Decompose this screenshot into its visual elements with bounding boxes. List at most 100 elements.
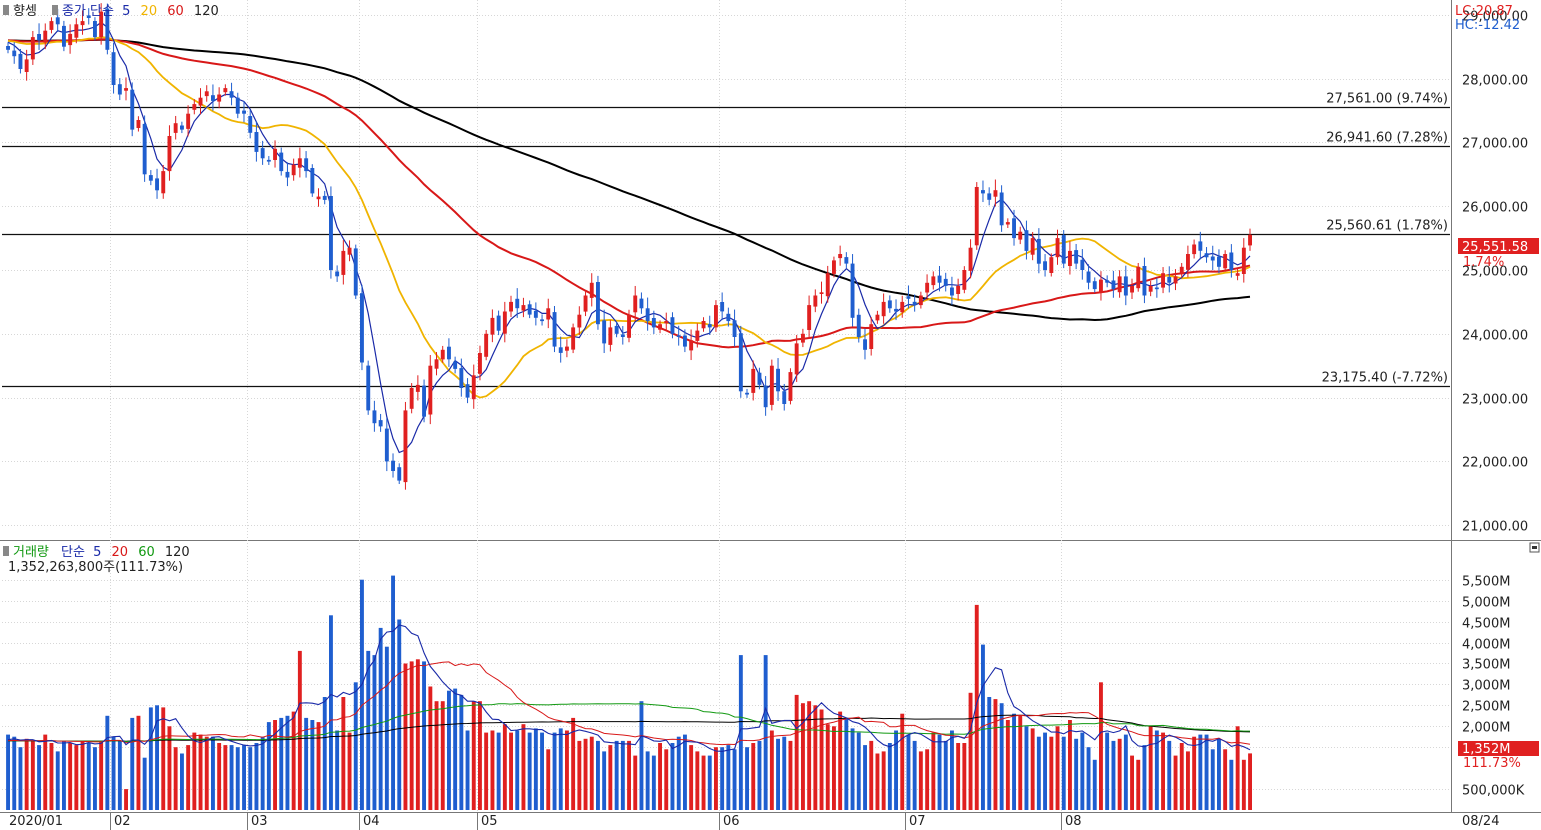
price-ma-120-line <box>7 38 1251 322</box>
volume-bar <box>502 724 507 810</box>
volume-bar <box>173 747 178 810</box>
volume-bar <box>1167 740 1172 810</box>
price-legend-marker-2 <box>52 5 58 15</box>
candle-body <box>720 302 725 312</box>
volume-tick-label: 3,500M <box>1462 658 1510 673</box>
candle-body <box>1136 266 1141 289</box>
volume-bar <box>161 707 166 810</box>
candle-body <box>533 310 538 318</box>
volume-bar <box>658 743 662 810</box>
candle-body <box>1235 273 1240 276</box>
volume-bar <box>1061 736 1066 810</box>
volume-bar <box>651 755 656 810</box>
volume-bar <box>900 713 905 810</box>
candle-body <box>1123 276 1128 296</box>
candle-body <box>887 300 892 309</box>
candle-body <box>99 11 104 38</box>
volume-bar <box>1092 759 1097 810</box>
volume-bar <box>645 751 650 810</box>
candle-body <box>701 321 706 329</box>
candle-body <box>571 327 576 350</box>
volume-bar <box>1235 726 1240 810</box>
volume-bar <box>639 701 644 810</box>
volume-bar <box>12 736 17 810</box>
volume-bar <box>1024 726 1029 810</box>
candle-body <box>807 305 812 330</box>
volume-bar <box>1074 738 1079 810</box>
volume-bar <box>204 736 209 810</box>
volume-bar <box>62 740 66 810</box>
candle-body <box>670 317 675 334</box>
volume-bar <box>819 709 824 810</box>
candle-body <box>130 89 135 130</box>
volume-bar <box>384 646 389 810</box>
current-price-badge <box>1458 238 1539 254</box>
candle-body <box>148 175 153 181</box>
candle-body <box>30 37 35 60</box>
candle-body <box>1105 280 1110 283</box>
candle-body <box>596 282 600 325</box>
candle-body <box>1043 261 1047 270</box>
price-legend-p20: 20 <box>141 4 158 19</box>
volume-bar <box>291 711 296 810</box>
volume-bar <box>478 701 482 810</box>
candle-body <box>794 343 799 375</box>
volume-bar <box>1136 759 1141 810</box>
price-legend-type: 종가 단순 <box>62 4 114 19</box>
candle-body <box>447 346 451 360</box>
candle-body <box>186 113 191 129</box>
volume-bar <box>297 650 302 810</box>
volume-bar <box>403 663 408 810</box>
candle-body <box>664 321 669 324</box>
candle-body <box>546 308 551 320</box>
volume-bar <box>248 747 253 810</box>
price-legend-p60: 60 <box>167 4 184 19</box>
volume-bar <box>1049 736 1054 810</box>
candle-body <box>211 95 215 101</box>
volume-bar <box>763 655 768 810</box>
x-tick-label: 03 <box>251 814 268 829</box>
candle-body <box>217 94 222 102</box>
volume-bar <box>533 728 538 810</box>
volume-bar <box>1086 747 1091 810</box>
candle-body <box>1111 280 1116 290</box>
candle-body <box>366 365 371 411</box>
candle-body <box>1086 271 1091 283</box>
volume-bar <box>192 732 197 810</box>
current-volume-value: 1,352M <box>1462 742 1510 757</box>
candle-body <box>260 148 265 159</box>
volume-tick-label: 4,500M <box>1462 617 1510 632</box>
volume-bar <box>962 743 967 810</box>
volume-bar <box>496 732 501 810</box>
candle-body <box>329 196 333 270</box>
volume-bar <box>415 659 420 810</box>
candle-body <box>254 132 259 152</box>
candle-body <box>1241 247 1246 274</box>
volume-bar <box>993 699 998 810</box>
volume-bar <box>1012 713 1016 810</box>
candle-body <box>316 196 321 200</box>
volume-bar <box>987 697 992 810</box>
volume-bar <box>235 747 240 810</box>
candle-body <box>801 333 805 343</box>
volume-bar <box>956 743 961 810</box>
candle-body <box>55 17 60 25</box>
volume-bar <box>1080 732 1085 810</box>
candle-body <box>1049 257 1054 273</box>
x-tick-label: 07 <box>909 814 926 829</box>
candle-body <box>440 349 445 360</box>
volume-bar <box>906 734 911 810</box>
candle-body <box>627 314 631 338</box>
candle-body <box>620 334 625 337</box>
volume-bar <box>117 740 122 810</box>
candle-body <box>937 275 942 283</box>
price-tick-label: 29,000.00 <box>1462 10 1528 25</box>
volume-bar <box>670 743 675 810</box>
volume-bar <box>807 701 812 810</box>
volume-bar <box>1229 759 1234 810</box>
volume-bar <box>1173 755 1178 810</box>
x-tick-label: 08 <box>1065 814 1082 829</box>
candle-body <box>37 34 41 41</box>
volume-bar <box>875 753 880 810</box>
level-label: 27,561.00 (9.74%) <box>1326 92 1448 107</box>
